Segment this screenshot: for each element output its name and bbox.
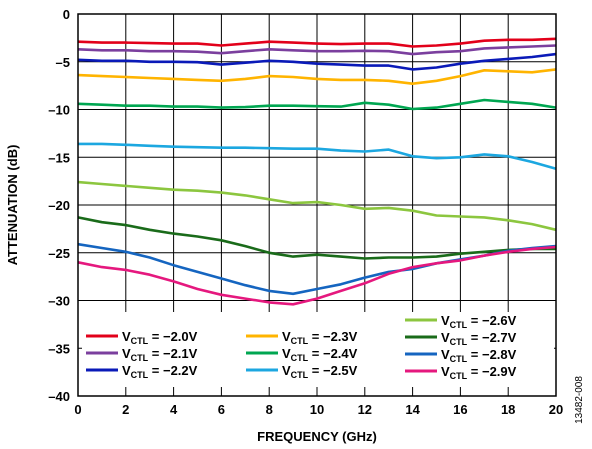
legend-label-main: V	[282, 363, 291, 378]
legend-label: VCTL = −2.4V	[282, 346, 358, 363]
y-tick-label: –5	[56, 55, 70, 70]
y-tick-label: –20	[48, 198, 70, 213]
series-line	[78, 142, 557, 170]
legend-label: VCTL = −2.1V	[122, 346, 198, 363]
figure-id: 13482-008	[574, 376, 585, 424]
x-tick-label: 8	[266, 402, 273, 417]
x-tick-labels: 0 2 4 6 8 10 12 14 16 18 20	[74, 402, 563, 417]
y-axis-title: ATTENUATION (dB)	[5, 145, 20, 266]
legend-label: VCTL = −2.2V	[122, 363, 198, 380]
legend-label: VCTL = −2.6V	[441, 313, 517, 330]
legend-label-rest: = −2.7V	[467, 330, 516, 345]
x-tick-label: 2	[122, 402, 129, 417]
legend-label-main: V	[441, 364, 450, 379]
legend-label-main: V	[441, 347, 450, 362]
legend-label-rest: = −2.9V	[467, 364, 516, 379]
legend-label-rest: = −2.1V	[148, 346, 197, 361]
legend-label: VCTL = −2.8V	[441, 347, 517, 364]
x-tick-label: 4	[170, 402, 178, 417]
series-line	[77, 180, 557, 232]
x-axis-title: FREQUENCY (GHz)	[257, 429, 377, 444]
series-line	[77, 245, 557, 306]
x-tick-label: 0	[74, 402, 81, 417]
series-line	[77, 216, 556, 260]
y-tick-label: –40	[48, 389, 70, 404]
plot-frame	[77, 13, 557, 397]
series-lines	[77, 37, 557, 306]
y-tick-label: –30	[48, 294, 70, 309]
legend-label-main: V	[122, 363, 131, 378]
series-line	[77, 68, 557, 85]
legend-label-main: V	[441, 330, 450, 345]
x-tick-label: 12	[358, 402, 372, 417]
legend-label: VCTL = −2.7V	[441, 330, 517, 347]
legend-label-rest: = −2.6V	[467, 313, 516, 328]
legend-label: VCTL = −2.9V	[441, 364, 517, 381]
legend-label-sub: CTL	[291, 370, 309, 380]
legend-label-sub: CTL	[450, 371, 468, 381]
y-tick-labels: 0 –5 –10 –15 –20 –25 –30 –35 –40	[48, 7, 70, 404]
legend-background	[82, 312, 554, 387]
legend-label: VCTL = −2.3V	[282, 329, 358, 346]
x-tick-label: 20	[549, 402, 563, 417]
legend-label-rest: = −2.0V	[148, 329, 197, 344]
series-line	[77, 44, 557, 56]
legend-label-rest: = −2.3V	[308, 329, 357, 344]
legend-label-sub: CTL	[450, 354, 468, 364]
legend-label-sub: CTL	[131, 353, 149, 363]
legend-label-sub: CTL	[291, 336, 309, 346]
legend-label-main: V	[441, 313, 450, 328]
legend-label-main: V	[122, 346, 131, 361]
series-line	[77, 98, 557, 111]
x-tick-label: 18	[501, 402, 515, 417]
legend-label: VCTL = −2.0V	[122, 329, 198, 346]
legend-label-rest: = −2.5V	[308, 363, 357, 378]
legend-label-sub: CTL	[131, 370, 149, 380]
x-tick-label: 10	[310, 402, 324, 417]
series-line	[77, 37, 557, 48]
series-line	[77, 52, 557, 71]
legend-label-rest: = −2.4V	[308, 346, 357, 361]
y-tick-label: –25	[48, 246, 70, 261]
x-tick-label: 14	[405, 402, 420, 417]
legend-label-rest: = −2.2V	[148, 363, 197, 378]
legend-label-sub: CTL	[131, 336, 149, 346]
x-tick-label: 6	[218, 402, 225, 417]
legend-label: VCTL = −2.5V	[282, 363, 358, 380]
legend-label-sub: CTL	[450, 320, 468, 330]
y-tick-label: –15	[48, 150, 70, 165]
legend-label-main: V	[282, 329, 291, 344]
legend-label-main: V	[282, 346, 291, 361]
y-tick-label: –10	[48, 103, 70, 118]
legend-label-sub: CTL	[450, 337, 468, 347]
y-tick-label: 0	[63, 7, 70, 22]
legend-label-sub: CTL	[291, 353, 309, 363]
legend-label-main: V	[122, 329, 131, 344]
legend-label-rest: = −2.8V	[467, 347, 516, 362]
y-tick-label: –35	[48, 341, 70, 356]
x-tick-label: 16	[453, 402, 467, 417]
